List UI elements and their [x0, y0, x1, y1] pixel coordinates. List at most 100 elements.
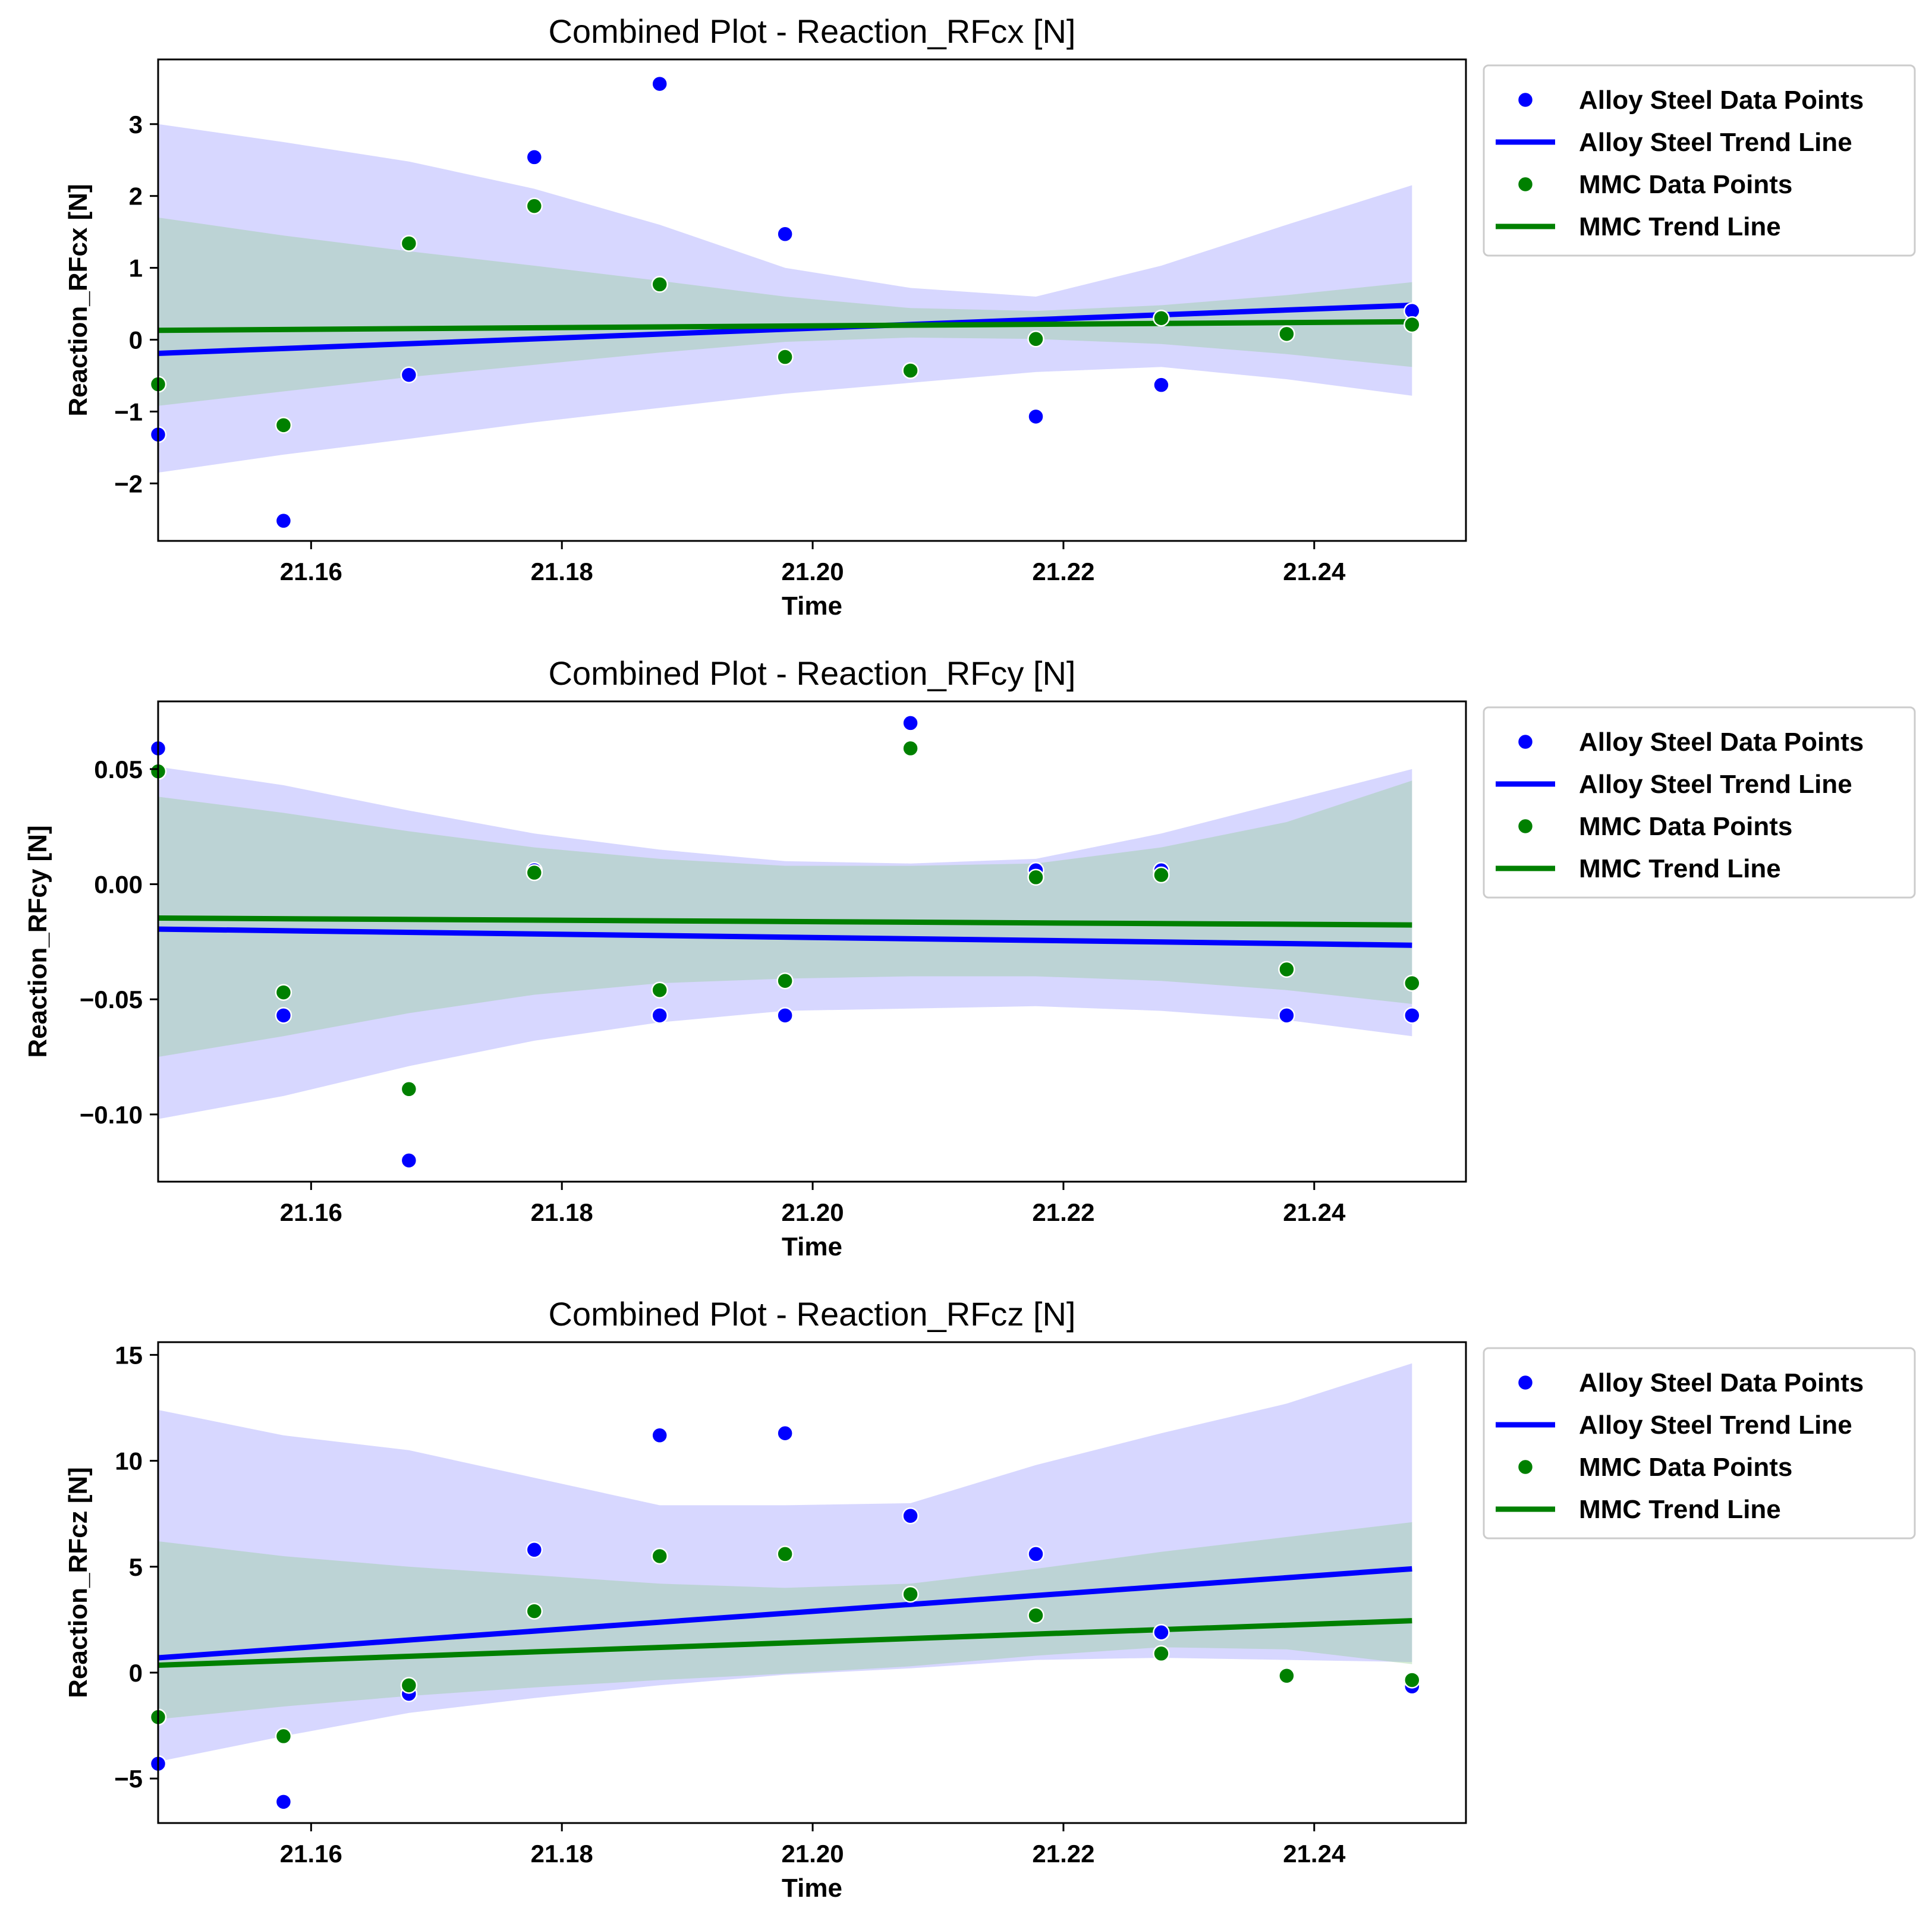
alloy-steel-data-point [275, 1793, 292, 1811]
legend-label-mmc-points: MMC Data Points [1579, 1453, 1792, 1482]
alloy-steel-data-point [400, 366, 418, 383]
mmc-data-point [651, 1547, 668, 1565]
alloy-steel-data-point [776, 1424, 794, 1442]
mmc-data-point [902, 1585, 919, 1603]
mmc-confidence-band [158, 780, 1412, 1057]
y-tick-label: 0 [129, 326, 143, 354]
subplot-title-rfcx: Combined Plot - Reaction_RFcx [N] [548, 12, 1075, 50]
x-tick-label: 21.16 [280, 1198, 342, 1226]
x-tick-label: 21.22 [1032, 558, 1094, 585]
y-tick-label: 2 [129, 182, 143, 210]
mmc-data-point [651, 981, 668, 999]
mmc-data-point [1027, 868, 1044, 886]
y-tick-label: −0.10 [80, 1101, 143, 1129]
x-tick-label: 21.24 [1283, 1840, 1346, 1868]
alloy-steel-data-point [651, 1007, 668, 1024]
alloy-steel-trend-line [158, 1566, 1412, 1661]
alloy-steel-data-point [651, 1427, 668, 1444]
alloy-steel-data-point [1027, 408, 1044, 426]
mmc-trend-line [158, 319, 1412, 333]
x-tick-label: 21.24 [1283, 1198, 1346, 1226]
subplot-rfcx: 21.16 21.18 21.20 21.22 21.24 −2 −1 0 1 2 3 Combine… [64, 12, 1916, 621]
alloy-steel-data-point [1027, 1545, 1044, 1563]
y-tick-label: 0 [129, 1659, 143, 1687]
legend-marker-alloy-steel-points [1516, 91, 1534, 109]
alloy-steel-data-point [776, 1007, 794, 1024]
legend-label-mmc-trend: MMC Trend Line [1579, 212, 1781, 241]
alloy-steel-confidence-band [158, 767, 1412, 1119]
x-tick-label: 21.20 [782, 1840, 844, 1868]
mmc-confidence-band [158, 1522, 1412, 1720]
x-tick-label: 21.16 [280, 558, 342, 585]
mmc-data-point [275, 1727, 292, 1745]
y-axis-label-rfcz: Reaction_RFcz [N] [64, 1467, 93, 1698]
x-tick-label: 21.22 [1032, 1198, 1094, 1226]
alloy-steel-data-point [902, 714, 919, 732]
mmc-data-point [902, 739, 919, 757]
legend-label-mmc-points: MMC Data Points [1579, 170, 1792, 199]
legend-label-alloy-steel-trend: Alloy Steel Trend Line [1579, 770, 1852, 799]
mmc-data-point [275, 984, 292, 1001]
legend-label-mmc-trend: MMC Trend Line [1579, 1495, 1781, 1524]
legend-marker-mmc-points [1516, 175, 1534, 193]
mmc-trend-line [158, 915, 1412, 928]
y-tick-label: 10 [115, 1447, 143, 1475]
mmc-data-point [1404, 974, 1421, 992]
mmc-data-point [776, 1545, 794, 1563]
y-tick-label: −5 [114, 1765, 143, 1793]
alloy-steel-data-point [1278, 1007, 1295, 1024]
legend-rfcy: Alloy Steel Data Points Alloy Steel Trend… [1483, 706, 1916, 899]
mmc-confidence-band [158, 218, 1412, 406]
x-tick-label: 21.18 [531, 558, 593, 585]
legend-box [1483, 64, 1916, 257]
mmc-data-point [776, 348, 794, 366]
subplot-title-rfcy: Combined Plot - Reaction_RFcy [N] [548, 654, 1075, 692]
legend-rfcz: Alloy Steel Data Points Alloy Steel Trend… [1483, 1347, 1916, 1539]
mmc-data-point [400, 1081, 418, 1098]
mmc-data-point [526, 1603, 543, 1620]
x-axis-label-rfcx: Time [782, 591, 842, 621]
alloy-steel-data-point [275, 512, 292, 530]
legend-label-alloy-steel-trend: Alloy Steel Trend Line [1579, 128, 1852, 157]
x-tick-label: 21.18 [531, 1198, 593, 1226]
x-tick-label: 21.16 [280, 1840, 342, 1868]
y-tick-label: 0.05 [94, 755, 143, 783]
x-tick-label: 21.20 [782, 558, 844, 585]
x-axis-label-rfcz: Time [782, 1874, 842, 1903]
alloy-steel-trend-line [158, 302, 1412, 356]
mmc-data-point [651, 276, 668, 293]
mmc-data-point [275, 417, 292, 434]
legend-marker-mmc-points [1516, 817, 1534, 835]
alloy-steel-confidence-band [158, 124, 1412, 473]
mmc-data-point [902, 362, 919, 379]
plot-area-rfcy [158, 767, 1412, 1119]
legend-marker-mmc-points [1516, 1458, 1534, 1476]
y-tick-label: −1 [114, 398, 143, 426]
mmc-data-point [400, 1677, 418, 1694]
legend-box [1483, 1347, 1916, 1539]
x-tick-label: 21.20 [782, 1198, 844, 1226]
alloy-steel-trend-line [158, 926, 1412, 948]
alloy-steel-data-point [400, 1152, 418, 1169]
subplot-rfcz: 21.16 21.18 21.20 21.22 21.24 −5 0 5 10 15 Combine… [64, 1295, 1916, 1903]
legend-label-alloy-steel-points: Alloy Steel Data Points [1579, 86, 1864, 115]
x-tick-label: 21.22 [1032, 1840, 1094, 1868]
mmc-data-point [1027, 1607, 1044, 1624]
alloy-steel-data-point [275, 1007, 292, 1024]
mmc-data-point [1278, 325, 1295, 343]
legend-box [1483, 706, 1916, 899]
legend-label-alloy-steel-trend: Alloy Steel Trend Line [1579, 1411, 1852, 1440]
mmc-data-point [1404, 1671, 1421, 1689]
mmc-data-point [1278, 961, 1295, 978]
mmc-data-point [1027, 330, 1044, 348]
alloy-steel-data-point [902, 1507, 919, 1525]
y-axis-label-rfcy: Reaction_RFcy [N] [23, 825, 52, 1057]
y-tick-label: 5 [129, 1553, 143, 1581]
mmc-trend-line [158, 1618, 1412, 1668]
mmc-data-point [400, 235, 418, 252]
x-axis-label-rfcy: Time [782, 1232, 842, 1261]
mmc-data-point [526, 864, 543, 881]
alloy-steel-data-point [526, 1541, 543, 1559]
legend-label-alloy-steel-points: Alloy Steel Data Points [1579, 1368, 1864, 1397]
alloy-steel-data-point [526, 149, 543, 166]
